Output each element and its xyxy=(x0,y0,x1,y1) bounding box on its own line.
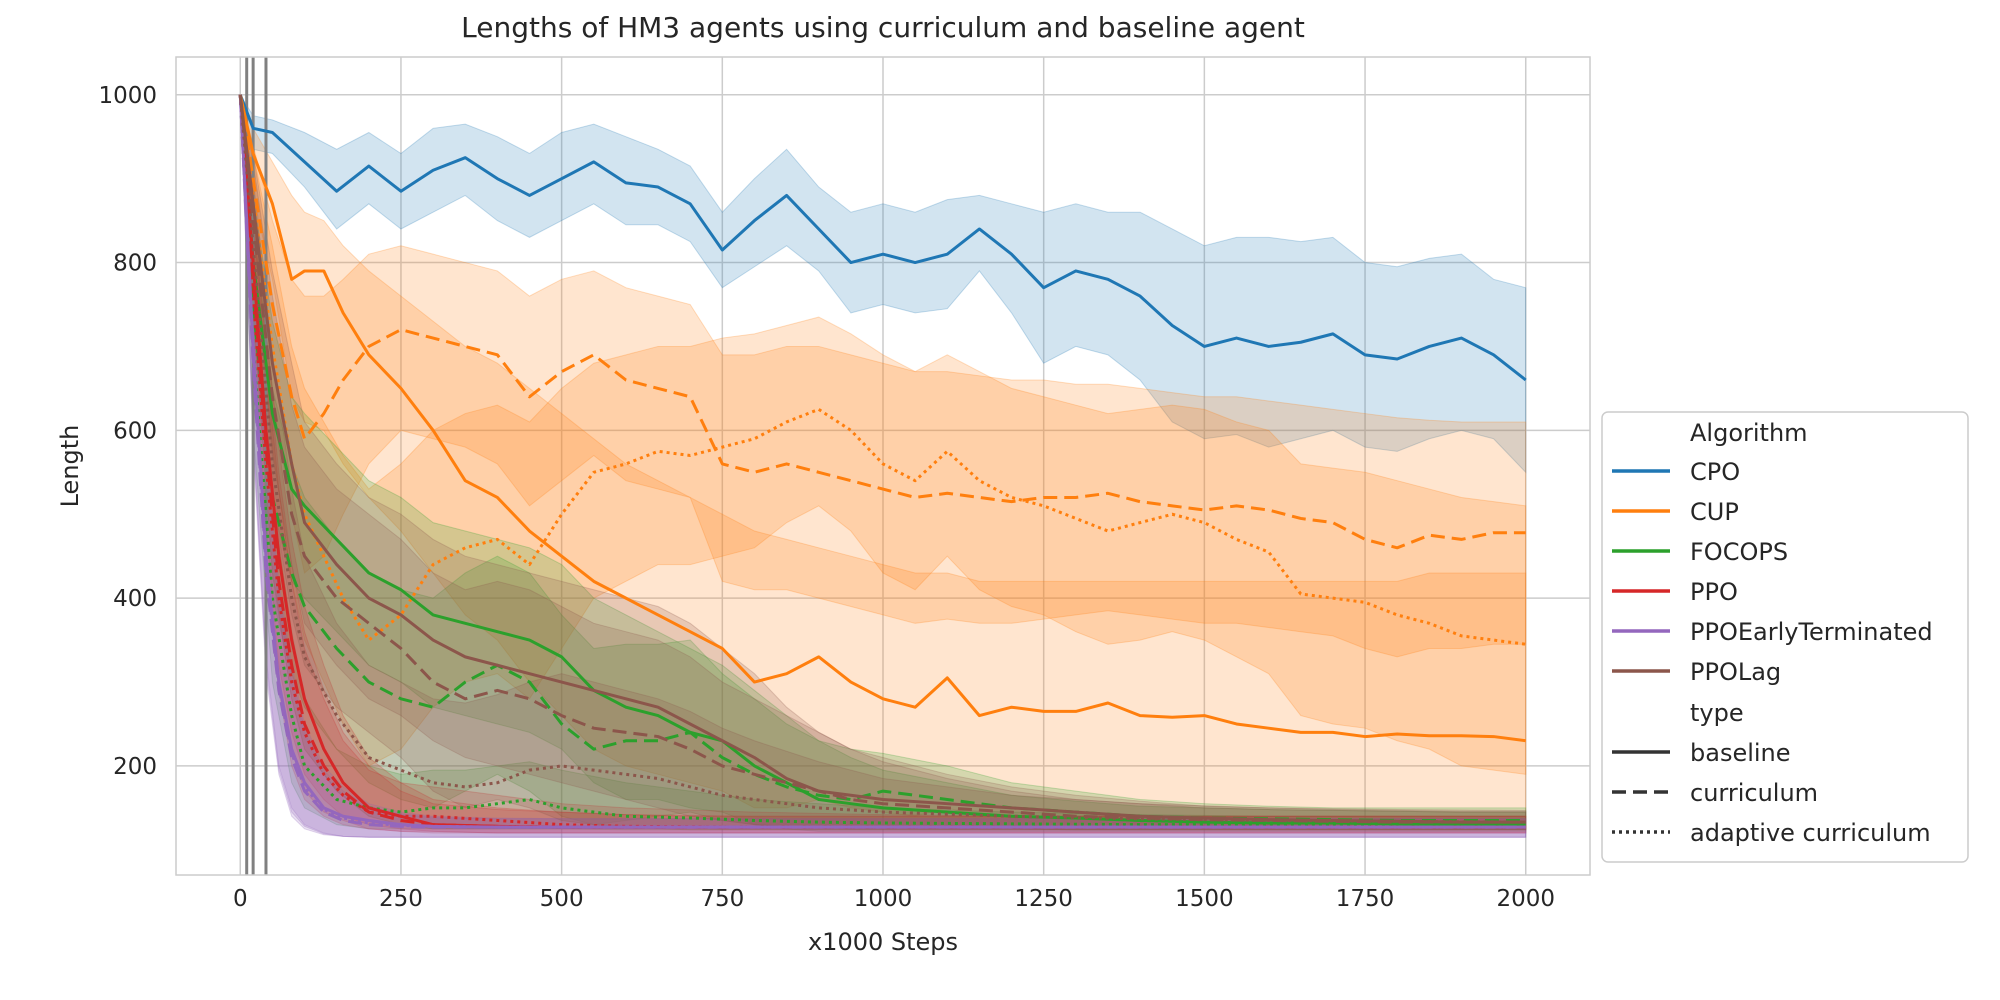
legend-label-focops: FOCOPS xyxy=(1690,538,1788,566)
legend-frame xyxy=(1601,411,1969,863)
x-tick-label: 250 xyxy=(379,886,423,912)
legend-algorithms: CPO CUP FOCOPS PPO PPOEarlyTerminated PPOLag xyxy=(1612,458,1933,686)
legend-label-cpo: CPO xyxy=(1690,458,1740,486)
legend-title-type: type xyxy=(1690,699,1744,727)
x-ticks: 0 250 500 750 1000 1250 1500 1750 2000 xyxy=(233,886,1555,912)
y-ticks: 200 400 600 800 1000 xyxy=(98,83,157,780)
legend-label-curriculum: curriculum xyxy=(1690,779,1818,807)
y-tick-label: 800 xyxy=(113,251,157,277)
x-tick-label: 1500 xyxy=(1175,886,1234,912)
x-tick-label: 1000 xyxy=(854,886,913,912)
x-tick-label: 500 xyxy=(540,886,584,912)
line-ppoearlyterminated-adaptive-curriculum xyxy=(238,94,1526,829)
line-cup-adaptive-curriculum xyxy=(238,94,1526,646)
y-tick-label: 400 xyxy=(113,586,157,612)
band-ppolag-adaptive-curriculum xyxy=(239,94,1527,831)
x-tick-label: 1250 xyxy=(1014,886,1073,912)
plot-frame xyxy=(175,56,1591,876)
x-tick-label: 750 xyxy=(700,886,744,912)
series-lines xyxy=(238,94,1527,829)
y-axis-label: Length xyxy=(56,425,84,508)
y-tick-label: 200 xyxy=(113,754,157,780)
x-tick-label: 2000 xyxy=(1496,886,1555,912)
line-cpo-baseline xyxy=(238,94,1527,382)
line-cup-baseline xyxy=(238,94,1526,743)
band-cup-baseline xyxy=(239,94,1527,817)
line-focops-adaptive-curriculum xyxy=(238,94,1526,827)
legend-label-baseline: baseline xyxy=(1690,739,1791,767)
legend-label-cup: CUP xyxy=(1690,498,1739,526)
x-tick-label: 0 xyxy=(233,886,248,912)
legend: Algorithm CPO CUP FOCOPS PPO PPOEarlyTermina… xyxy=(1601,411,1969,863)
confidence-bands xyxy=(239,94,1527,838)
x-tick-label: 1750 xyxy=(1336,886,1395,912)
legend-types: baseline curriculum adaptive curriculum xyxy=(1612,739,1931,847)
legend-label-ppo: PPO xyxy=(1690,578,1738,606)
line-ppolag-baseline xyxy=(238,94,1526,824)
line-ppolag-curriculum xyxy=(238,94,1526,824)
legend-label-ppoearlyterminated: PPOEarlyTerminated xyxy=(1690,618,1933,646)
grid xyxy=(176,57,1590,875)
line-ppolag-adaptive-curriculum xyxy=(238,94,1526,824)
legend-label-adaptive-curriculum: adaptive curriculum xyxy=(1690,819,1931,847)
band-focops-curriculum xyxy=(239,94,1527,831)
y-tick-label: 600 xyxy=(113,418,157,444)
y-tick-label: 1000 xyxy=(98,83,157,109)
x-axis-label: x1000 Steps xyxy=(808,928,958,956)
chart-title: Lengths of HM3 agents using curriculum a… xyxy=(461,11,1305,44)
legend-title-algorithm: Algorithm xyxy=(1690,419,1808,447)
line-cup-curriculum xyxy=(238,94,1526,550)
legend-label-ppolag: PPOLag xyxy=(1690,658,1781,686)
line-ppo-curriculum xyxy=(238,94,1526,829)
